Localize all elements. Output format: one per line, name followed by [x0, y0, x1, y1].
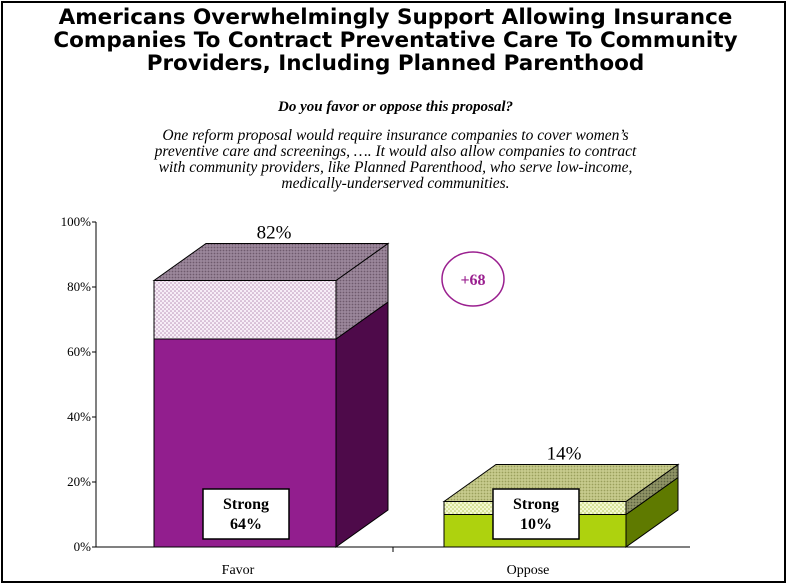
bar-total-label: 82% — [257, 223, 292, 244]
strong-label-box — [492, 488, 580, 540]
net-difference-circle — [441, 251, 505, 307]
y-tick-label: 0% — [74, 539, 92, 554]
y-tick-label: 100% — [61, 214, 92, 229]
strong-label-box — [202, 488, 290, 540]
net-difference-label: +68 — [460, 272, 485, 289]
survey-question: Do you favor or oppose this proposal? — [277, 99, 513, 115]
chart-labels: 82% Strong 64% Favor 14% Strong 10% Oppose +68 — [202, 223, 582, 578]
proposal-line: One reform proposal would require insura… — [162, 127, 629, 144]
strong-label-value: 10% — [520, 516, 552, 533]
y-tick-label: 40% — [67, 409, 91, 424]
chart-title: Americans Overwhelmingly Support Allowin… — [0, 6, 791, 75]
y-tick-label: 80% — [67, 279, 91, 294]
strong-label-value: 64% — [230, 516, 262, 533]
bar-total-label: 14% — [547, 444, 582, 465]
proposal-text: One reform proposal would require insura… — [0, 128, 791, 192]
title-line: Companies To Contract Preventative Care … — [53, 28, 738, 53]
x-category-label: Favor — [222, 563, 255, 578]
bars — [152, 242, 680, 548]
bar-strong-side — [335, 301, 389, 548]
strong-label-title: Strong — [223, 496, 269, 513]
axes: 0% 20% 40% 60% 80% 100% — [61, 214, 690, 554]
title-line: Americans Overwhelmingly Support Allowin… — [58, 5, 733, 30]
proposal-line: preventive care and screenings, …. It wo… — [154, 143, 637, 160]
proposal-line: with community providers, like Planned P… — [158, 159, 633, 176]
strong-label-title: Strong — [513, 496, 559, 513]
title-line: Providers, Including Planned Parenthood — [146, 51, 645, 76]
x-category-label: Oppose — [507, 563, 550, 578]
y-tick-label: 60% — [67, 344, 91, 359]
y-tick-label: 20% — [67, 474, 91, 489]
proposal-line: medically-underserved communities. — [281, 175, 510, 192]
bar-somewhat-front — [153, 280, 337, 340]
bar-top-face — [152, 243, 390, 281]
